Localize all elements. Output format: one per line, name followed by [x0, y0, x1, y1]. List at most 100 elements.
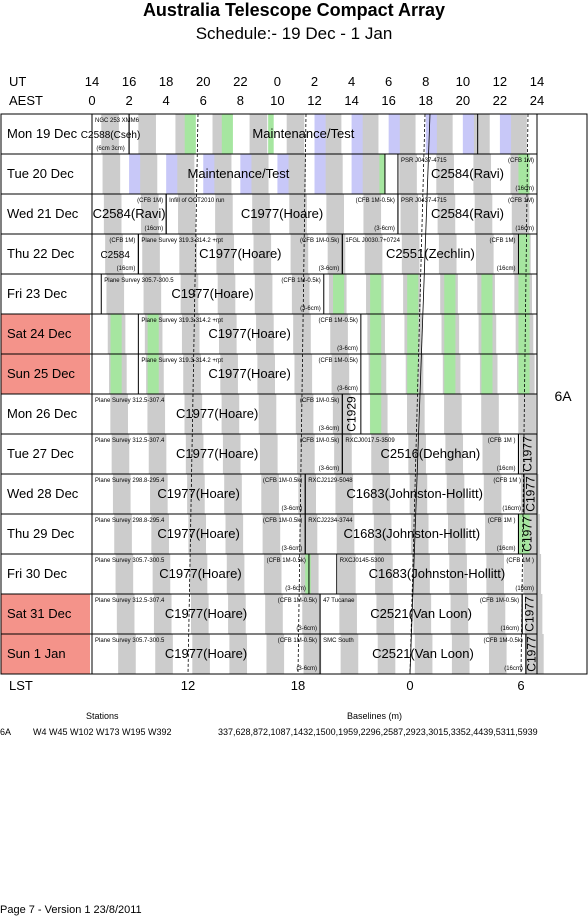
- lst-band: [180, 274, 199, 314]
- lst-band: [153, 594, 172, 634]
- lst-band: [262, 514, 281, 554]
- block-project: C1977(Hoare): [157, 486, 239, 501]
- lst-band: [303, 634, 322, 674]
- day-label: Fri 23 Dec: [7, 286, 67, 301]
- lst-band: [336, 514, 355, 554]
- green-band: [370, 274, 382, 314]
- block-project: C1683(Johnston-Hollitt): [344, 526, 481, 541]
- lst-band: [414, 634, 433, 674]
- block-project: Maintenance/Test: [188, 166, 290, 181]
- lst-band: [253, 234, 272, 274]
- schedule-row: Plane Survey 312.5-307.4 (CFB 1M-0.5k) C19…: [91, 393, 536, 435]
- day-label: Tue 27 Dec: [7, 446, 74, 461]
- block-correlator: (CFB 1M-0.5k): [278, 598, 317, 604]
- block-band: (6cm 3cm): [96, 146, 124, 152]
- lst-band: [265, 594, 283, 634]
- block-band: (3-6cm): [374, 226, 395, 232]
- block-correlator: (CFB 1M-0.5k): [278, 638, 317, 644]
- day-label: Mon 26 Dec: [7, 406, 78, 421]
- green-band: [407, 314, 419, 354]
- lst-band: [152, 554, 171, 594]
- block-correlator: (CFB 1M-0.5k): [263, 478, 302, 484]
- block-project: C2584(Ravi): [93, 206, 166, 221]
- observation-block: NGC 253 XMM6 C2588(Cseh) (6cm 3cm): [81, 113, 140, 155]
- green-band: [370, 394, 382, 434]
- green-band: [518, 514, 530, 554]
- block-source: RXCJ0017.5-3509: [345, 438, 395, 444]
- block-correlator: (CFB 1M): [109, 238, 135, 244]
- lst-band: [339, 594, 357, 634]
- green-band: [518, 354, 530, 394]
- stations-list: W4 W45 W102 W173 W195 W392: [33, 727, 172, 737]
- lst-band: [397, 114, 416, 154]
- green-band: [184, 114, 196, 154]
- lst-band: [228, 594, 246, 634]
- lst-band: [364, 234, 383, 274]
- lst-band: [151, 514, 169, 554]
- lst-band: [520, 474, 539, 514]
- lst-band: [116, 594, 135, 634]
- lst-band: [217, 274, 236, 314]
- night-band: [277, 154, 289, 194]
- block-band: (3-6cm): [282, 506, 303, 512]
- schedule-row: Plane Survey 312.5-307.4 (CFB 1M-0.5k) C19…: [91, 433, 538, 475]
- lst-band: [373, 514, 392, 554]
- block-source: Plane Survey 319.3-314.2 +rpt: [141, 358, 223, 364]
- block-source: Plane Survey 298.8-295.4: [95, 518, 165, 524]
- block-band: (3-6cm): [296, 626, 317, 632]
- block-correlator: (CFB 1M-0.5k): [356, 198, 395, 204]
- day-label: Tue 20 Dec: [7, 166, 74, 181]
- block-correlator: (CFB 1M-0.5k): [300, 438, 339, 444]
- schedule-row: (CFB 1M)C2584(16cm)Plane Survey 319.3-31…: [91, 233, 531, 275]
- block-source: Plane Survey 305.7-300.5: [104, 278, 174, 284]
- lst-band: [181, 314, 200, 354]
- block-source: Plane Survey 305.7-300.5: [95, 638, 165, 644]
- block-project: C1977: [524, 636, 538, 672]
- block-correlator: (CFB 1M-0.5k): [281, 278, 320, 284]
- block-project: C1929: [345, 396, 359, 432]
- observation-block: C1977: [524, 633, 538, 675]
- block-band: (3-6cm): [337, 386, 358, 392]
- lst-band: [436, 154, 454, 194]
- observation-block: Infill of OCT2010 run (CFB 1M-0.5k)C1977(…: [165, 193, 399, 235]
- block-correlator: (CFB 1M): [489, 238, 515, 244]
- green-band: [444, 274, 456, 314]
- lst-band: [215, 194, 233, 234]
- lst-band: [184, 394, 203, 434]
- lst-band: [330, 314, 348, 354]
- block-project: C2521(Van Loon): [372, 646, 474, 661]
- lst-band: [323, 114, 342, 154]
- lst-band: [266, 634, 285, 674]
- lst-band: [179, 234, 197, 274]
- night-band: [129, 154, 141, 194]
- block-band: (16cm): [502, 506, 521, 512]
- block-project: C2588(Cseh): [81, 130, 140, 141]
- green-band: [370, 314, 382, 354]
- lst-band: [138, 114, 156, 154]
- ut-axis-label: UT: [9, 74, 27, 89]
- block-band: (16cm): [504, 666, 523, 672]
- lst-band: [511, 194, 530, 234]
- night-band: [351, 154, 363, 194]
- block-project: C1977(Hoare): [157, 526, 239, 541]
- green-band: [305, 554, 311, 594]
- green-band: [379, 154, 385, 194]
- lst-band: [185, 434, 204, 474]
- green-band: [147, 354, 159, 394]
- lst-band: [155, 634, 173, 674]
- lst-band: [298, 474, 316, 514]
- block-band: (16cm): [117, 266, 136, 272]
- block-project: C1977(Hoare): [165, 646, 247, 661]
- schedule-row: NGC 253 XMM6 C2588(Cseh) (6cm 3cm) Maintena…: [81, 113, 527, 155]
- lst-band: [360, 114, 379, 154]
- night-band: [462, 114, 474, 154]
- lst-band: [400, 194, 419, 234]
- observation-block: C1977: [521, 593, 538, 635]
- block-band: (16cm): [497, 546, 516, 552]
- block-source: PSR J0437-4715: [401, 198, 447, 204]
- lst-band: [334, 434, 352, 474]
- green-band: [333, 274, 345, 314]
- lst-tick-label: 12: [180, 678, 196, 693]
- day-label: Sun 25 Dec: [1, 354, 90, 394]
- block-correlator: (CFB 1M-0.5k): [484, 638, 523, 644]
